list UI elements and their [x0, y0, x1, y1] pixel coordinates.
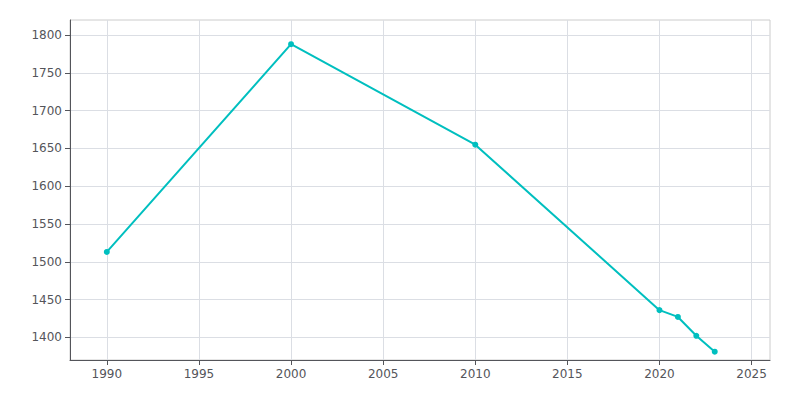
svg-text:2010: 2010 — [460, 367, 491, 381]
svg-text:1700: 1700 — [31, 104, 62, 118]
svg-text:1650: 1650 — [31, 141, 62, 155]
svg-text:1550: 1550 — [31, 217, 62, 231]
svg-text:1990: 1990 — [92, 367, 123, 381]
svg-text:1500: 1500 — [31, 255, 62, 269]
svg-text:1450: 1450 — [31, 293, 62, 307]
svg-text:1600: 1600 — [31, 179, 62, 193]
svg-text:2005: 2005 — [368, 367, 399, 381]
svg-text:1400: 1400 — [31, 330, 62, 344]
svg-text:1800: 1800 — [31, 28, 62, 42]
svg-text:2015: 2015 — [552, 367, 583, 381]
svg-text:1995: 1995 — [184, 367, 215, 381]
svg-text:2025: 2025 — [736, 367, 767, 381]
svg-text:2000: 2000 — [276, 367, 307, 381]
svg-text:1750: 1750 — [31, 66, 62, 80]
svg-text:2020: 2020 — [644, 367, 675, 381]
